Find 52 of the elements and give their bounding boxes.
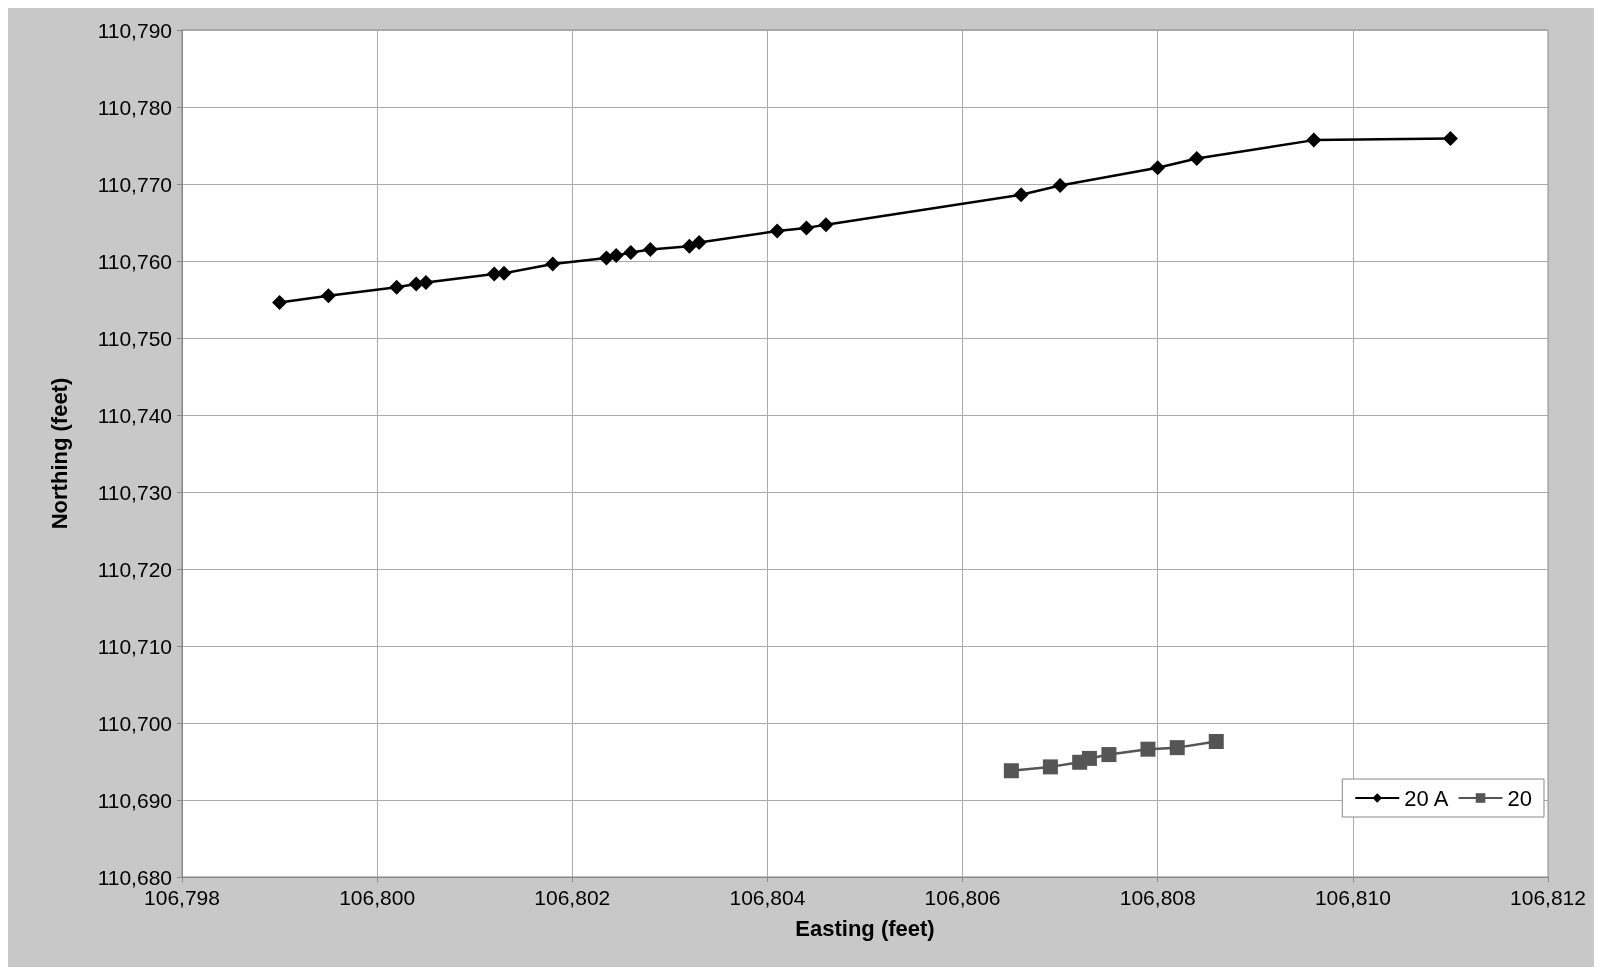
- legend-label: 20 A: [1404, 785, 1449, 811]
- y-axis-title: Northing (feet): [46, 377, 72, 530]
- y-tick-label: 110,730: [97, 480, 172, 504]
- point: [642, 241, 658, 257]
- x-axis-title: Easting (feet): [795, 915, 935, 941]
- point: [1052, 178, 1068, 194]
- point: [418, 275, 434, 291]
- y-tick-label: 110,790: [97, 18, 172, 42]
- y-tick-label: 110,720: [97, 557, 172, 581]
- point: [623, 245, 639, 261]
- x-tick-label: 106,804: [729, 886, 806, 909]
- point: [1013, 187, 1029, 203]
- point: [1003, 763, 1019, 779]
- y-tick-label: 110,710: [97, 634, 172, 658]
- point: [691, 235, 707, 251]
- point: [681, 238, 697, 254]
- point: [389, 279, 405, 295]
- point: [1140, 741, 1156, 757]
- point: [1081, 750, 1097, 766]
- y-tick-label: 110,750: [97, 326, 172, 350]
- x-tick-label: 106,808: [1119, 886, 1196, 909]
- y-tick-label: 110,690: [97, 788, 172, 812]
- x-tick-label: 106,812: [1510, 886, 1586, 909]
- point: [496, 265, 512, 281]
- point: [1150, 160, 1166, 176]
- point: [320, 288, 336, 304]
- y-tick-label: 110,700: [97, 711, 172, 735]
- point: [1169, 740, 1185, 756]
- point: [1442, 131, 1458, 147]
- y-tick-label: 110,760: [97, 249, 172, 273]
- x-tick-label: 106,810: [1314, 886, 1391, 909]
- point: [769, 223, 785, 239]
- y-tick-label: 110,770: [97, 172, 172, 196]
- point: [818, 217, 834, 233]
- x-tick-label: 106,800: [339, 886, 416, 909]
- point: [272, 295, 288, 311]
- x-tick-label: 106,806: [924, 886, 1001, 909]
- point: [1101, 747, 1117, 763]
- point: [608, 248, 624, 264]
- point: [1042, 759, 1058, 775]
- x-tick-label: 106,798: [144, 886, 220, 909]
- point: [1306, 132, 1322, 148]
- point: [798, 220, 814, 236]
- point: [598, 250, 614, 266]
- legend-label: 20: [1507, 785, 1533, 811]
- x-tick-label: 106,802: [534, 886, 611, 909]
- point: [1208, 733, 1224, 749]
- point: [1189, 151, 1205, 167]
- y-tick-label: 110,780: [97, 95, 172, 119]
- point: [545, 256, 561, 272]
- y-tick-label: 110,680: [97, 865, 172, 889]
- y-tick-label: 110,740: [97, 403, 172, 427]
